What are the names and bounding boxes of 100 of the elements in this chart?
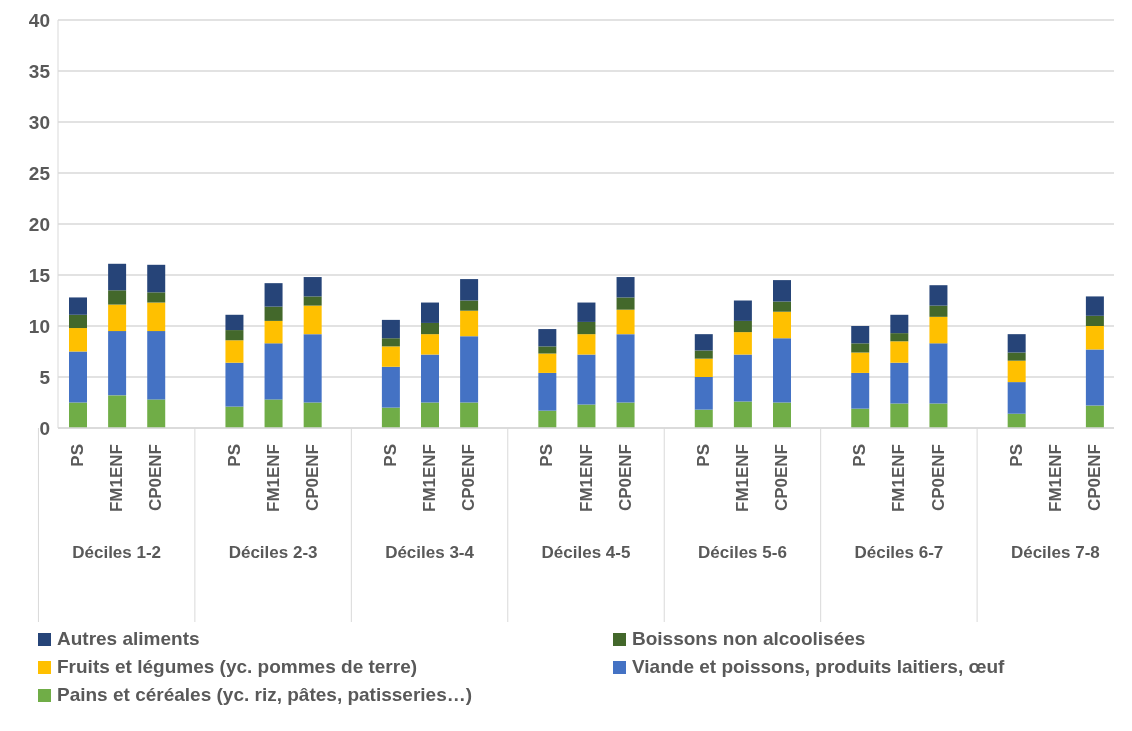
bar <box>264 399 283 428</box>
bar <box>1007 360 1026 383</box>
bar <box>1007 413 1026 428</box>
bar <box>147 292 166 303</box>
bar <box>460 336 479 403</box>
x-tick-label: FM1ENF <box>576 444 596 512</box>
bar <box>694 358 713 377</box>
text: Déciles 6-7 <box>854 543 944 562</box>
legend-label: Pains et céréales (yc. riz, pâtes, patisseries…) <box>57 684 473 706</box>
bar <box>773 402 791 428</box>
bar <box>108 290 127 305</box>
bar <box>1085 349 1104 406</box>
bar <box>264 343 283 400</box>
text: Déciles 3-4 <box>385 543 475 562</box>
bar <box>303 334 322 403</box>
bar <box>421 334 439 355</box>
bar <box>929 305 948 317</box>
bar <box>381 346 400 367</box>
x-tick-label: PS <box>537 444 557 467</box>
bar <box>421 302 439 323</box>
text: Déciles 5-6 <box>698 543 787 562</box>
y-tick-label: 20 <box>28 213 50 235</box>
bar <box>538 346 557 354</box>
bar <box>694 409 713 428</box>
x-tick-label: FM1ENF <box>889 444 909 512</box>
bar <box>694 377 713 410</box>
bar <box>929 343 948 404</box>
bar <box>851 408 870 428</box>
bar <box>225 340 244 363</box>
bar <box>773 311 791 339</box>
bar <box>147 399 166 428</box>
x-tick-label: PS <box>380 444 400 467</box>
bar <box>108 331 127 396</box>
bar <box>616 402 635 428</box>
x-tick-label: PS <box>850 444 870 467</box>
bar <box>694 334 713 351</box>
legend-label: Viande et poissons, produits laitiers, œuf <box>632 656 1005 678</box>
bar <box>264 306 283 321</box>
bar <box>773 301 791 312</box>
bar <box>538 329 557 347</box>
bar <box>616 334 635 403</box>
bar <box>890 403 909 428</box>
bar <box>890 341 909 363</box>
y-tick-label: 25 <box>28 162 51 184</box>
bar <box>1085 315 1104 326</box>
bar <box>538 372 557 411</box>
x-tick-label: CP0ENF <box>459 444 479 512</box>
bar <box>69 297 87 315</box>
bar <box>69 351 87 403</box>
text: Déciles 4-5 <box>541 543 631 562</box>
bar <box>733 320 752 333</box>
bar <box>225 362 244 407</box>
bar <box>381 319 400 339</box>
bar <box>1007 334 1026 353</box>
bar <box>773 338 791 403</box>
bar <box>851 372 870 409</box>
bar <box>929 403 948 428</box>
bar <box>147 331 166 400</box>
bar <box>460 402 479 428</box>
bar <box>773 280 791 302</box>
bar <box>147 302 166 332</box>
bar <box>303 402 322 428</box>
x-tick-label: FM1ENF <box>420 444 440 512</box>
bar <box>929 316 948 344</box>
bar <box>577 404 596 428</box>
x-tick-label: PS <box>1006 444 1026 467</box>
bar <box>616 297 635 310</box>
x-tick-label: CP0ENF <box>928 444 948 512</box>
bar <box>303 277 322 297</box>
bar <box>538 410 557 428</box>
x-tick-label: FM1ENF <box>107 444 127 512</box>
text: Déciles 2-3 <box>228 543 318 562</box>
bar <box>421 402 439 428</box>
bar <box>69 314 87 329</box>
bar <box>381 338 400 347</box>
bar <box>616 309 635 335</box>
x-tick-label: CP0ENF <box>772 444 792 512</box>
bar <box>460 279 479 301</box>
legend-label: Autres aliments <box>57 628 200 650</box>
bar <box>303 305 322 335</box>
bar <box>733 401 752 428</box>
bar <box>421 354 439 403</box>
x-tick-label: PS <box>693 444 713 467</box>
bar <box>733 332 752 355</box>
legend-label: Boissons non alcoolisées <box>632 628 866 650</box>
bar <box>890 314 909 334</box>
bar <box>890 333 909 342</box>
bar <box>851 352 870 373</box>
bar <box>225 406 244 428</box>
bar <box>108 304 127 332</box>
bar <box>264 320 283 344</box>
bar <box>851 326 870 344</box>
bar <box>69 328 87 352</box>
bar <box>851 343 870 353</box>
bar <box>538 353 557 373</box>
x-tick-label: CP0ENF <box>302 444 322 512</box>
bar <box>694 350 713 359</box>
y-tick-label: 30 <box>28 111 50 133</box>
bar <box>616 277 635 298</box>
bar <box>929 285 948 306</box>
